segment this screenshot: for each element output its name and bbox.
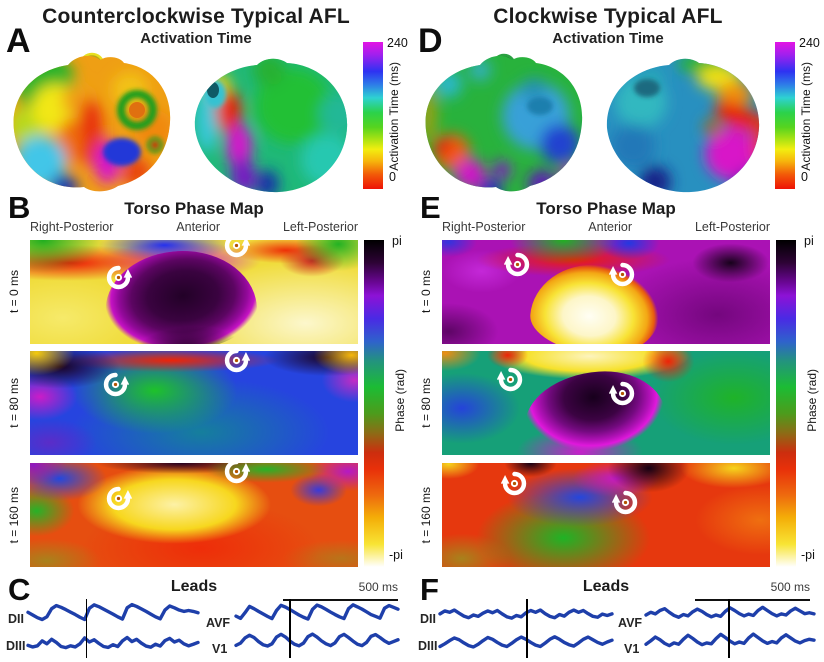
panel-letter-c: C xyxy=(8,572,31,607)
activation-map-render-ccw xyxy=(13,52,348,193)
time-marker-line xyxy=(728,599,730,658)
panel-letter-e: E xyxy=(420,190,441,225)
phase-map-cw-t80 xyxy=(442,351,770,455)
panel-letter-d: D xyxy=(418,22,443,60)
time-marker-line xyxy=(289,599,292,658)
phase-colorbar-label: Phase (rad) xyxy=(392,368,407,432)
phase-map-ccw-t0 xyxy=(30,240,358,344)
phase-wavefront-blob xyxy=(526,259,663,344)
column-clockwise: D Clockwise Typical AFL Activation Time xyxy=(412,0,824,662)
lead-label-v1: V1 xyxy=(212,642,228,656)
time-label-t0: t = 0 ms xyxy=(419,270,433,314)
activation-map-render-cw xyxy=(425,53,760,193)
phase-colorbar-ccw xyxy=(364,240,384,567)
activation-colorbar-max: 240 xyxy=(387,36,408,50)
scale-bar-text-ccw: 500 ms xyxy=(358,580,398,594)
time-marker-line xyxy=(85,599,88,658)
region-right-posterior: Right-Posterior xyxy=(30,220,114,234)
phase-wavefront-blob xyxy=(100,243,262,344)
ecg-trace-v1-ccw xyxy=(236,629,398,655)
torso-phase-title-ccw: Torso Phase Map xyxy=(124,199,264,218)
ecg-trace-avf-ccw xyxy=(236,602,398,628)
lead-group-avf-v1-cw xyxy=(646,599,814,658)
ecg-trace-v1-cw xyxy=(646,629,814,655)
time-marker-line xyxy=(526,599,528,658)
heart-view-2-ccw xyxy=(194,58,348,193)
activation-colorbar-ccw xyxy=(363,42,383,189)
activation-time-subtitle-cw: Activation Time xyxy=(552,30,664,47)
title-cw: Clockwise Typical AFL xyxy=(493,5,723,28)
region-anterior: Anterior xyxy=(176,220,221,234)
panel-letter-a: A xyxy=(6,22,31,60)
scale-bar-line-ccw xyxy=(283,599,398,601)
lead-label-diii: DIII xyxy=(418,639,438,653)
scale-bar-text-cw: 500 ms xyxy=(770,580,810,594)
column-counterclockwise: A Counterclockwise Typical AFL Activatio… xyxy=(6,5,408,658)
lead-label-avf: AVF xyxy=(618,616,643,630)
phase-map-ccw-t80 xyxy=(30,351,358,455)
phase-map-ccw-t160 xyxy=(30,463,358,567)
activation-colorbar-cw xyxy=(775,42,795,189)
lead-label-avf: AVF xyxy=(206,616,231,630)
phase-colorbar-max: pi xyxy=(804,234,814,248)
region-anterior: Anterior xyxy=(588,220,633,234)
phase-colorbar-cw xyxy=(776,240,796,567)
ecg-trace-dii-ccw xyxy=(28,602,198,628)
phase-map-cw-t160 xyxy=(442,463,770,567)
phase-colorbar-max: pi xyxy=(392,234,402,248)
phase-colorbar-label-wrap: Phase (rad) xyxy=(392,300,407,500)
phase-colorbar-label-wrap: Phase (rad) xyxy=(804,300,819,500)
activation-time-subtitle-ccw: Activation Time xyxy=(140,30,252,47)
lead-label-dii: DII xyxy=(420,612,436,626)
activation-colorbar-label: Activation Time (ms) xyxy=(386,61,401,171)
activation-colorbar-label: Activation Time (ms) xyxy=(798,61,813,171)
phase-colorbar-label: Phase (rad) xyxy=(804,368,819,432)
leads-title-cw: Leads xyxy=(582,578,630,595)
region-left-posterior: Left-Posterior xyxy=(282,220,358,234)
leads-title-ccw: Leads xyxy=(170,578,218,595)
phase-wavefront-blob xyxy=(521,366,668,455)
title-ccw: Counterclockwise Typical AFL xyxy=(42,5,350,28)
scale-bar-line-cw xyxy=(695,599,810,601)
region-labels-ccw: Right-Posterior Anterior Left-Posterior xyxy=(30,220,358,234)
panel-letter-b: B xyxy=(8,190,31,225)
phase-colorbar-min: -pi xyxy=(801,548,815,562)
activation-colorbar-label-wrap: Activation Time (ms) xyxy=(386,46,401,186)
ecg-trace-avf-cw xyxy=(646,602,814,628)
region-labels-cw: Right-Posterior Anterior Left-Posterior xyxy=(442,220,770,234)
lead-group-dii-diii-cw xyxy=(440,599,612,658)
region-left-posterior: Left-Posterior xyxy=(694,220,770,234)
lead-label-diii: DIII xyxy=(6,639,26,653)
heart-view-1-cw xyxy=(425,53,583,192)
torso-phase-title-cw: Torso Phase Map xyxy=(536,199,676,218)
lead-label-dii: DII xyxy=(8,612,24,626)
phase-colorbar-min: -pi xyxy=(389,548,403,562)
time-label-t80: t = 80 ms xyxy=(7,378,21,428)
region-right-posterior: Right-Posterior xyxy=(442,220,526,234)
activation-colorbar-label-wrap: Activation Time (ms) xyxy=(798,46,813,186)
heart-view-2-cw xyxy=(606,58,760,193)
activation-colorbar-min: 0 xyxy=(801,170,808,184)
time-label-t80: t = 80 ms xyxy=(419,378,433,428)
panel-letter-f: F xyxy=(420,572,439,607)
lead-label-v1: V1 xyxy=(624,642,640,656)
lead-group-dii-diii-ccw xyxy=(28,599,198,658)
time-label-t160: t = 160 ms xyxy=(419,486,433,544)
phase-map-cw-t0 xyxy=(442,240,770,344)
time-label-t0: t = 0 ms xyxy=(7,270,21,314)
activation-colorbar-max: 240 xyxy=(799,36,820,50)
time-label-t160: t = 160 ms xyxy=(7,486,21,544)
lead-group-avf-v1-ccw xyxy=(236,599,398,658)
heart-view-1-ccw xyxy=(13,52,171,192)
ecg-trace-diii-ccw xyxy=(28,629,198,655)
activation-colorbar-min: 0 xyxy=(389,170,396,184)
